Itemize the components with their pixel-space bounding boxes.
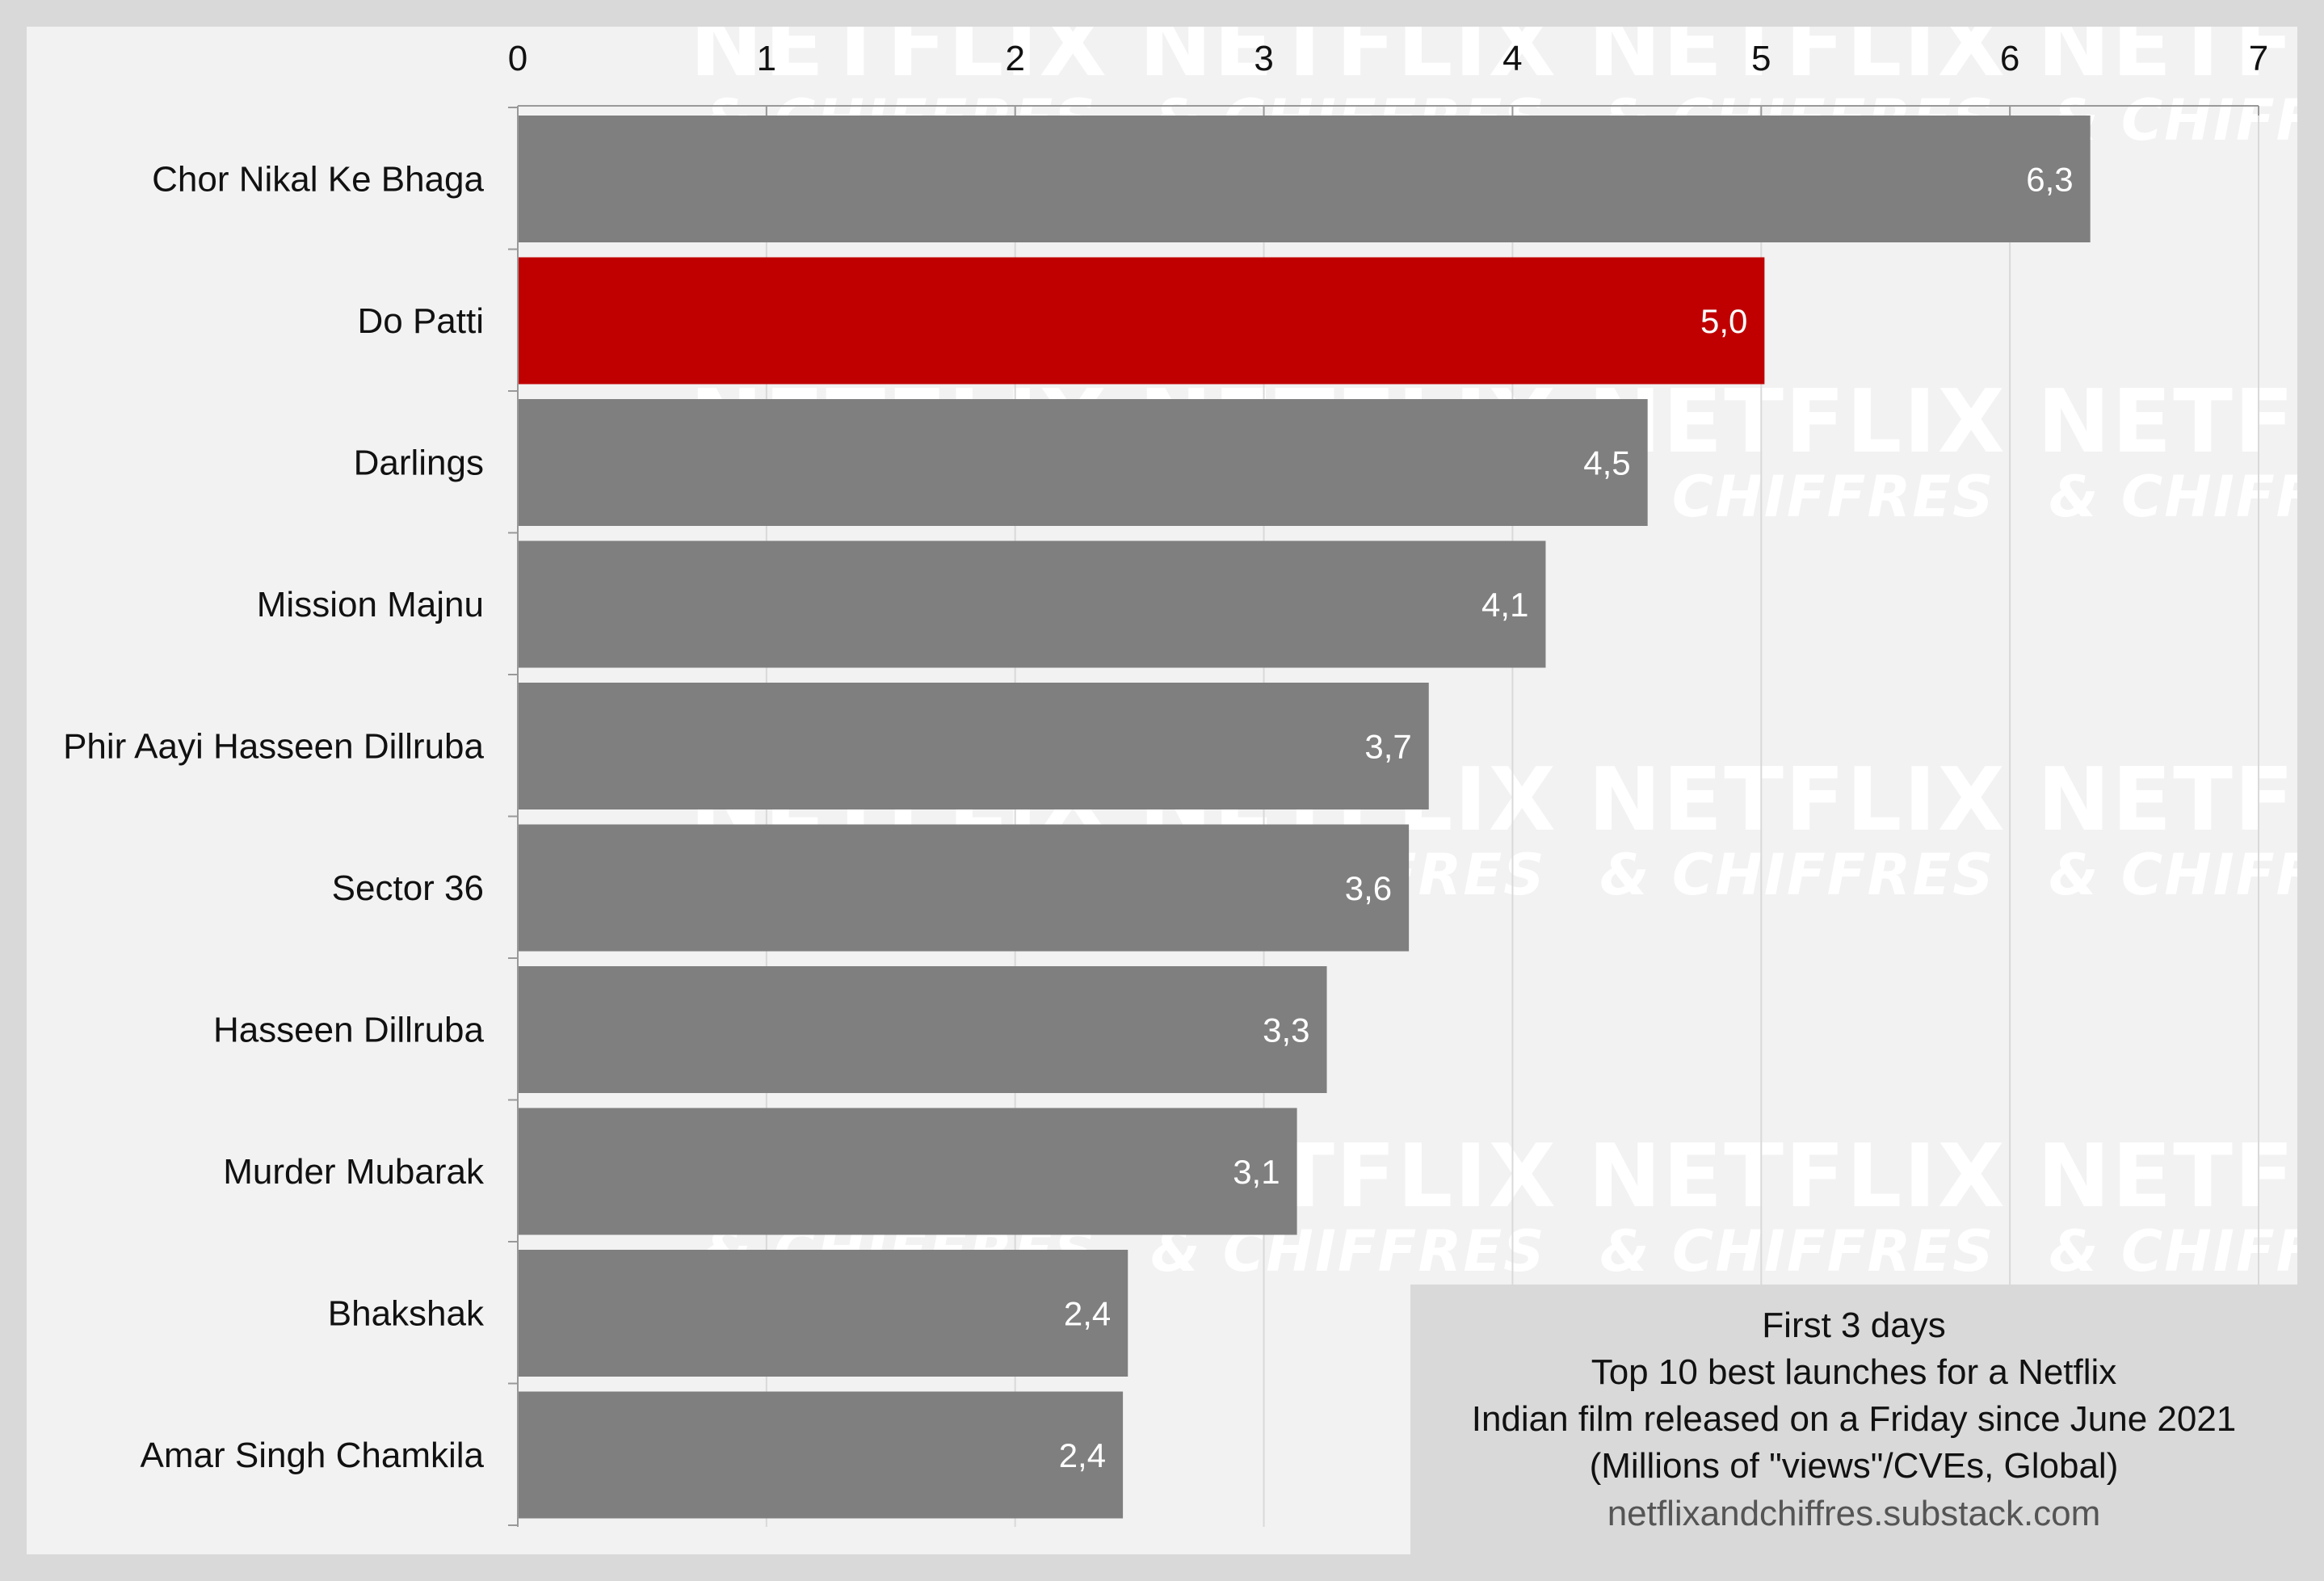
chart-caption-box: First 3 days Top 10 best launches for a … xyxy=(1410,1285,2297,1554)
watermark-chiffres-text: & CHIFFRES xyxy=(1599,1218,1994,1285)
bars xyxy=(519,116,2091,1519)
watermark-netflix-text: NETFLIX xyxy=(1588,1126,2007,1227)
category-label: Mission Majnu xyxy=(257,585,484,624)
bar xyxy=(519,683,1429,809)
data-label: 5,0 xyxy=(1700,302,1747,340)
data-label: 3,1 xyxy=(1233,1153,1280,1191)
watermark-chiffres-text: & CHIFFRES xyxy=(2049,842,2297,908)
caption-line-4: (Millions of "views"/CVEs, Global) xyxy=(1589,1446,2119,1486)
bar xyxy=(519,824,1410,952)
watermark-netflix-text: NETFLIX xyxy=(2037,1126,2297,1227)
watermark-netflix-text: NETFLIX xyxy=(1588,372,2007,473)
data-label: 3,7 xyxy=(1364,728,1411,766)
category-label: Do Patti xyxy=(357,301,484,341)
category-label: Hasseen Dillruba xyxy=(213,1011,485,1050)
watermark-netflix-text: NETFLIX xyxy=(1588,750,2007,851)
watermark-netflix-text: NETFLIX xyxy=(1139,27,1557,96)
data-label: 6,3 xyxy=(2026,161,2073,199)
category-label: Sector 36 xyxy=(332,868,484,908)
watermark-netflix-text: NETFLIX xyxy=(1588,27,2007,96)
data-label: 3,6 xyxy=(1345,869,1392,907)
data-label: 2,4 xyxy=(1064,1295,1111,1333)
x-tick-label: 3 xyxy=(1254,39,1273,78)
bar xyxy=(519,257,1765,385)
watermark-chiffres-text: & CHIFFRES xyxy=(2049,87,2297,153)
category-label: Amar Singh Chamkila xyxy=(141,1436,485,1475)
labels: 0 1 2 3 4 5 6 7 Chor Nikal Ke Bhaga 6,3 Do Patti 5,… xyxy=(63,39,2268,1475)
x-tick-label: 1 xyxy=(757,39,776,78)
data-label: 4,5 xyxy=(1583,444,1630,482)
data-label: 3,3 xyxy=(1263,1011,1309,1049)
watermark-chiffres-text: & CHIFFRES xyxy=(1599,842,1994,908)
bar xyxy=(519,1250,1128,1377)
watermark-chiffres-text: & CHIFFRES xyxy=(2049,464,2297,530)
watermark-netflix-text: NETFLIX xyxy=(690,27,1108,96)
data-label: 4,1 xyxy=(1481,586,1528,624)
x-tick-label: 6 xyxy=(2000,39,2019,78)
caption-line-3: Indian film released on a Friday since J… xyxy=(1471,1399,2237,1439)
bar xyxy=(519,966,1327,1093)
x-tick-label: 5 xyxy=(1751,39,1771,78)
category-label: Murder Mubarak xyxy=(223,1152,485,1192)
x-tick-label: 4 xyxy=(1502,39,1522,78)
watermark-netflix-text: NETFLIX xyxy=(2037,27,2297,96)
bar xyxy=(519,540,1546,668)
x-tick-label: 2 xyxy=(1005,39,1024,78)
x-tick-label: 0 xyxy=(508,39,527,78)
caption-line-1: First 3 days xyxy=(1762,1306,1946,1345)
watermark-chiffres-text: & CHIFFRES xyxy=(1599,464,1994,530)
bar xyxy=(519,1391,1124,1519)
category-label: Darlings xyxy=(354,444,484,483)
caption-line-2: Top 10 best launches for a Netflix xyxy=(1591,1352,2117,1392)
category-label: Phir Aayi Hasseen Dillruba xyxy=(63,727,484,767)
bar xyxy=(519,1108,1297,1235)
watermark-netflix-text: NETFLIX xyxy=(2037,372,2297,473)
axes xyxy=(508,105,2259,1527)
bar xyxy=(519,116,2091,242)
category-label: Chor Nikal Ke Bhaga xyxy=(152,160,484,200)
x-tick-label: 7 xyxy=(2249,39,2268,78)
data-label: 2,4 xyxy=(1059,1436,1106,1474)
source-link[interactable]: netflixandchiffres.substack.com xyxy=(1607,1494,2101,1533)
watermark-netflix-text: NETFLIX xyxy=(2037,750,2297,851)
category-label: Bhakshak xyxy=(328,1294,485,1334)
bar xyxy=(519,399,1648,526)
watermark-chiffres-text: & CHIFFRES xyxy=(2049,1218,2297,1285)
